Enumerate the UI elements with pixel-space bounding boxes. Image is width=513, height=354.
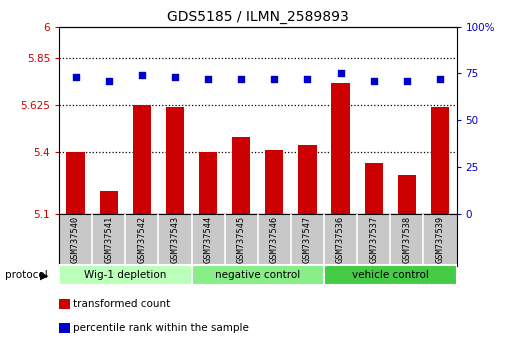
Bar bbox=[299, 145, 317, 214]
Text: protocol: protocol bbox=[5, 270, 48, 280]
Point bbox=[436, 76, 444, 82]
Point bbox=[270, 76, 279, 82]
Bar bbox=[398, 175, 416, 214]
Point bbox=[105, 78, 113, 84]
Text: GSM737536: GSM737536 bbox=[336, 216, 345, 263]
Text: GSM737541: GSM737541 bbox=[104, 216, 113, 263]
Point bbox=[71, 74, 80, 80]
Point bbox=[171, 74, 179, 80]
Text: Wig-1 depletion: Wig-1 depletion bbox=[84, 270, 166, 280]
Text: GSM737543: GSM737543 bbox=[170, 216, 180, 263]
Text: GSM737545: GSM737545 bbox=[236, 216, 246, 263]
Text: GSM737542: GSM737542 bbox=[137, 216, 146, 263]
Text: GSM737544: GSM737544 bbox=[204, 216, 212, 263]
Point bbox=[403, 78, 411, 84]
Text: GSM737539: GSM737539 bbox=[436, 216, 444, 263]
Text: GSM737546: GSM737546 bbox=[270, 216, 279, 263]
Point bbox=[204, 76, 212, 82]
Bar bbox=[265, 149, 284, 214]
Text: transformed count: transformed count bbox=[73, 299, 171, 309]
Bar bbox=[67, 152, 85, 214]
Bar bbox=[100, 191, 118, 214]
Bar bbox=[365, 163, 383, 214]
Text: vehicle control: vehicle control bbox=[352, 270, 429, 280]
Point bbox=[337, 70, 345, 76]
Text: negative control: negative control bbox=[215, 270, 301, 280]
Text: GSM737538: GSM737538 bbox=[402, 216, 411, 263]
Bar bbox=[232, 137, 250, 214]
Point bbox=[303, 76, 311, 82]
Bar bbox=[133, 105, 151, 214]
Bar bbox=[199, 152, 217, 214]
Text: GSM737540: GSM737540 bbox=[71, 216, 80, 263]
Bar bbox=[191, 265, 324, 285]
Bar bbox=[166, 107, 184, 214]
Text: GSM737537: GSM737537 bbox=[369, 216, 378, 263]
Bar bbox=[59, 265, 191, 285]
Bar bbox=[324, 265, 457, 285]
Point bbox=[237, 76, 245, 82]
Title: GDS5185 / ILMN_2589893: GDS5185 / ILMN_2589893 bbox=[167, 10, 349, 24]
Point bbox=[137, 73, 146, 78]
Text: ▶: ▶ bbox=[40, 270, 49, 280]
Text: percentile rank within the sample: percentile rank within the sample bbox=[73, 323, 249, 333]
Text: GSM737547: GSM737547 bbox=[303, 216, 312, 263]
Bar bbox=[331, 83, 350, 214]
Point bbox=[370, 78, 378, 84]
Bar bbox=[431, 107, 449, 214]
